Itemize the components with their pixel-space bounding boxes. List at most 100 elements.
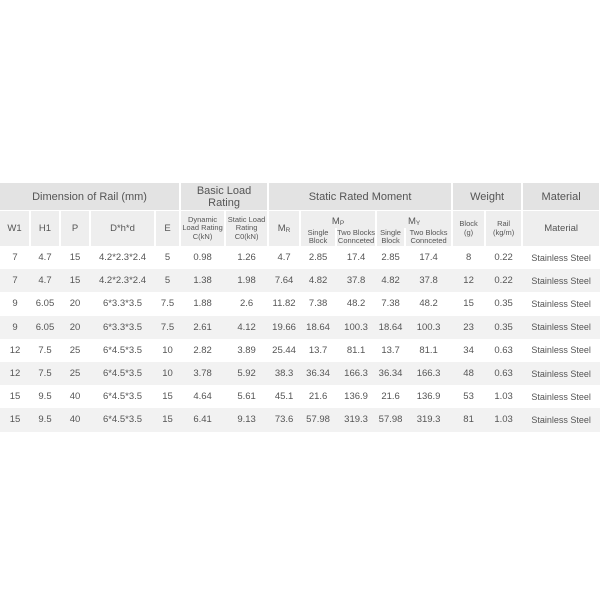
table-cell: 2.82 [193, 344, 212, 356]
subscript: P [339, 219, 345, 227]
table-cell: 21.6 [308, 391, 328, 403]
table-cell: 15 [60, 269, 90, 293]
table-cell: 1.03 [485, 408, 523, 432]
table-cell: 7.5 [30, 361, 60, 386]
table-cell: 9 [12, 298, 18, 310]
table-cell: 37.8 [405, 269, 453, 293]
table-row: 7 4.7 15 4.2*2.3*2.4 5 0.98 1.26 4.7 2.85 17.4 2.8… [0, 246, 600, 269]
line: Static Load [227, 214, 266, 224]
table-row: 9 6.05 20 6*3.3*3.5 7.5 1.88 2.6 11.82 7.38 48.2 7… [0, 292, 600, 315]
table-cell: Stainless Steel [522, 269, 600, 293]
table-cell: 10 [162, 344, 173, 356]
table-cell: 21.6 [381, 391, 400, 403]
col-header: Dynamic Load Rating C(kN) [180, 210, 227, 246]
table-cell: 166.3 [405, 361, 453, 386]
symbol: M [277, 223, 286, 234]
line: Rail [497, 219, 511, 228]
table-cell: 12 [452, 269, 486, 293]
table-cell: 136.9 [416, 391, 441, 403]
col-header: D*h*d [90, 210, 156, 246]
table-cell: 6*3.3*3.5 [90, 315, 155, 339]
table-cell: Stainless Steel [522, 315, 600, 339]
table-row: 9 6.05 20 6*3.3*3.5 7.5 2.61 4.12 19.66 18.64 100… [0, 315, 600, 339]
line: Load Rating [182, 223, 223, 233]
col-header: MP [300, 210, 378, 228]
table-cell: Stainless Steel [522, 361, 600, 386]
table-cell: 166.3 [336, 361, 377, 386]
table-cell: 8 [465, 252, 472, 264]
table-cell: 6*3.3*3.5 [102, 298, 143, 310]
table-cell: 81 [452, 408, 486, 432]
table-cell: 0.22 [494, 252, 513, 264]
col-header: P [60, 210, 91, 246]
table-cell: Stainless Steel [531, 391, 591, 402]
table-cell: 9.13 [225, 408, 269, 432]
table-cell: 40 [69, 391, 81, 403]
table-cell: 6*4.5*3.5 [102, 391, 143, 403]
table-cell: 18.64 [376, 315, 406, 339]
table-cell: 25 [69, 344, 81, 356]
table-cell: 15 [162, 391, 173, 403]
table-row: 15 9.5 40 6*4.5*3.5 15 4.64 5.61 45.1 21.6 136.9 2… [0, 385, 600, 408]
table-cell: 1.26 [237, 252, 256, 264]
table-cell: 15 [9, 391, 21, 403]
table-cell: 6*4.5*3.5 [102, 344, 143, 356]
table-cell: Stainless Steel [531, 252, 591, 263]
table-row: 15 9.5 40 6*4.5*3.5 15 6.41 9.13 73.6 57.98 319.3… [0, 408, 600, 432]
col-header: MY [376, 210, 454, 228]
table-cell: 19.66 [268, 315, 301, 339]
table-cell: 4.82 [376, 269, 406, 293]
table-cell: 2.85 [381, 252, 400, 264]
table-cell: 4.2*2.3*2.4 [98, 252, 146, 264]
col-header: Block (g) [452, 210, 487, 246]
table-cell: 15 [0, 408, 30, 432]
table-cell: 53 [463, 391, 474, 403]
table-cell: 37.8 [336, 269, 377, 293]
table-cell: 6*4.5*3.5 [90, 361, 155, 386]
table-cell: 4.2*2.3*2.4 [90, 269, 155, 293]
table-cell: 4.12 [225, 315, 269, 339]
col-header: Material [522, 210, 600, 246]
table-cell: 0.22 [485, 269, 523, 293]
table-body: 7 4.7 15 4.2*2.3*2.4 5 0.98 1.26 4.7 2.85 17.4 2.8… [0, 246, 600, 432]
line: (kg/m) [492, 227, 515, 237]
table-cell: 57.98 [300, 408, 337, 432]
table-cell: 7 [12, 252, 18, 264]
subscript: Y [415, 219, 421, 227]
table-cell: 6.05 [30, 315, 60, 339]
table-cell: 48 [452, 361, 486, 386]
table-cell: 7.5 [38, 344, 52, 356]
table-cell: 100.3 [336, 315, 377, 339]
table-cell: 4.7 [30, 269, 60, 293]
table-cell: 0.98 [193, 252, 212, 264]
group-header: Basic Load Rating [180, 183, 270, 211]
table-cell: 9 [0, 315, 30, 339]
line: Two Blocks [337, 228, 376, 237]
table-cell: 3.78 [180, 361, 226, 386]
symbol: M [331, 215, 340, 227]
table-cell: 6*4.5*3.5 [90, 408, 155, 432]
table-cell: 17.4 [346, 252, 366, 264]
line: Block [308, 236, 328, 245]
table-cell: 11.82 [272, 298, 296, 310]
table-row: 12 7.5 25 6*4.5*3.5 10 3.78 5.92 38.3 36.34 166.3… [0, 361, 600, 386]
table-cell: 0.35 [494, 298, 513, 310]
table-cell: Stainless Steel [522, 408, 600, 432]
table-cell: 15 [69, 252, 81, 264]
col-header: H1 [30, 210, 61, 246]
table-cell: 0.63 [494, 344, 513, 356]
table-cell: 100.3 [405, 315, 453, 339]
table-cell: 34 [463, 344, 474, 356]
table-cell: 12 [9, 344, 21, 356]
group-header: Material [522, 183, 600, 211]
table-cell: 40 [60, 408, 90, 432]
col-header: W1 [0, 210, 31, 246]
table-cell: 48.2 [419, 298, 438, 310]
line: Dynamic [187, 214, 218, 224]
col-header: Rail (kg/m) [485, 210, 524, 246]
line: (g) [464, 227, 474, 237]
table-cell: 20 [69, 298, 81, 310]
table-cell: 13.7 [308, 344, 328, 356]
col-header: Two Blocks Connceted [336, 228, 378, 246]
